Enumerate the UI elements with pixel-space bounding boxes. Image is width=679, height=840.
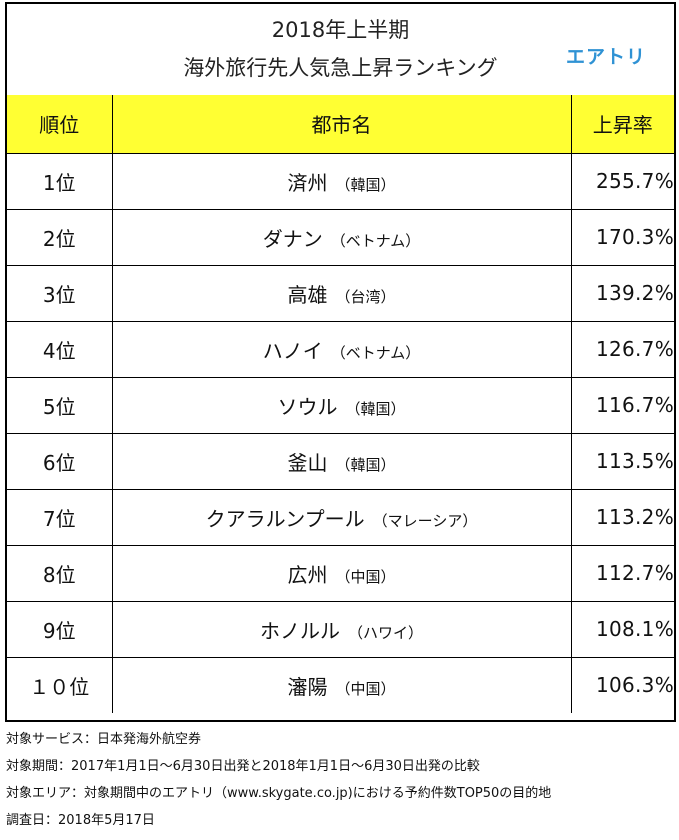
rate-cell: 170.3% — [570, 208, 674, 266]
footnotes: 対象サービス：日本発海外航空券 対象期間：2017年1月1日～6月30日出発と2… — [6, 726, 676, 834]
city-name: 釜山 — [287, 450, 328, 475]
table-row: 1位 済州 （韓国） 255.7% — [7, 152, 674, 210]
table-row: 5位 ソウル （韓国） 116.7% — [7, 376, 674, 434]
city-country: （韓国） — [335, 175, 396, 194]
header-city: 都市名 — [111, 95, 572, 154]
city-name: 広州 — [287, 562, 328, 587]
rank-cell: 6位 — [7, 432, 113, 490]
city-country: （マレーシア） — [372, 511, 478, 530]
ranking-table-body: 1位 済州 （韓国） 255.7% 2位 ダナン （ベトナム） 170.3% 3位 高雄 （台湾） 1… — [7, 152, 674, 713]
rank-cell: 9位 — [7, 600, 113, 658]
rank-cell: 5位 — [7, 376, 113, 434]
ranking-frame: 2018年上半期 海外旅行先人気急上昇ランキング エアトリ 順位 都市名 上昇率… — [5, 2, 676, 722]
rate-cell: 255.7% — [570, 152, 674, 210]
city-cell: 瀋陽 （中国） — [111, 656, 572, 713]
rate-cell: 139.2% — [570, 264, 674, 322]
footnote-period: 対象期間：2017年1月1日～6月30日出発と2018年1月1日～6月30日出発… — [6, 759, 480, 774]
header-rank: 順位 — [7, 95, 113, 154]
rate-cell: 126.7% — [570, 320, 674, 378]
rank-cell: １０位 — [7, 656, 113, 713]
header-rate: 上昇率 — [570, 95, 674, 154]
city-cell: ソウル （韓国） — [111, 376, 572, 434]
table-row: 4位 ハノイ （ベトナム） 126.7% — [7, 320, 674, 378]
city-name: クアラルンプール — [205, 506, 365, 531]
table-row: 6位 釜山 （韓国） 113.5% — [7, 432, 674, 490]
city-cell: ホノルル （ハワイ） — [111, 600, 572, 658]
rate-cell: 113.5% — [570, 432, 674, 490]
city-cell: ダナン （ベトナム） — [111, 208, 572, 266]
city-country: （韓国） — [345, 399, 406, 418]
table-row: 8位 広州 （中国） 112.7% — [7, 544, 674, 602]
rank-cell: 8位 — [7, 544, 113, 602]
footnote-service: 対象サービス：日本発海外航空券 — [6, 732, 202, 747]
city-country: （中国） — [335, 567, 396, 586]
city-cell: クアラルンプール （マレーシア） — [111, 488, 572, 546]
brand-logo: エアトリ — [565, 46, 646, 68]
city-name: 瀋陽 — [287, 674, 328, 699]
city-cell: 高雄 （台湾） — [111, 264, 572, 322]
rate-cell: 108.1% — [570, 600, 674, 658]
rate-cell: 113.2% — [570, 488, 674, 546]
title-line-1: 2018年上半期 — [271, 18, 410, 42]
footnote-survey-date: 調査日：2018年5月17日 — [6, 813, 155, 828]
city-name: ハノイ — [262, 338, 323, 363]
rate-cell: 116.7% — [570, 376, 674, 434]
city-country: （ベトナム） — [330, 231, 421, 250]
table-row: 7位 クアラルンプール （マレーシア） 113.2% — [7, 488, 674, 546]
title-line-2: 海外旅行先人気急上昇ランキング — [183, 56, 498, 80]
rate-cell: 112.7% — [570, 544, 674, 602]
city-country: （ベトナム） — [330, 343, 421, 362]
table-row: 2位 ダナン （ベトナム） 170.3% — [7, 208, 674, 266]
city-cell: 広州 （中国） — [111, 544, 572, 602]
rank-cell: 7位 — [7, 488, 113, 546]
rank-cell: 2位 — [7, 208, 113, 266]
table-row: １０位 瀋陽 （中国） 106.3% — [7, 656, 674, 713]
city-country: （中国） — [335, 679, 396, 698]
table-row: 9位 ホノルル （ハワイ） 108.1% — [7, 600, 674, 658]
city-name: 高雄 — [287, 282, 328, 307]
city-cell: 釜山 （韓国） — [111, 432, 572, 490]
city-cell: ハノイ （ベトナム） — [111, 320, 572, 378]
table-row: 3位 高雄 （台湾） 139.2% — [7, 264, 674, 322]
city-cell: 済州 （韓国） — [111, 152, 572, 210]
city-name: 済州 — [287, 170, 328, 195]
city-name: ホノルル — [259, 618, 340, 643]
rank-cell: 3位 — [7, 264, 113, 322]
rank-cell: 4位 — [7, 320, 113, 378]
title-block: 2018年上半期 海外旅行先人気急上昇ランキング エアトリ — [7, 4, 674, 97]
city-country: （台湾） — [335, 287, 396, 306]
city-country: （韓国） — [335, 455, 396, 474]
city-name: ダナン — [262, 226, 323, 251]
ranking-table: 順位 都市名 上昇率 1位 済州 （韓国） 255.7% 2位 ダナン （ベトナム） 170.… — [7, 95, 674, 713]
footnote-area: 対象エリア：対象期間中のエアトリ（www.skygate.co.jp)における予… — [6, 786, 552, 801]
rank-cell: 1位 — [7, 152, 113, 210]
table-header-row: 順位 都市名 上昇率 — [7, 95, 674, 154]
city-name: ソウル — [277, 394, 338, 419]
rate-cell: 106.3% — [570, 656, 674, 713]
city-country: （ハワイ） — [347, 623, 423, 642]
